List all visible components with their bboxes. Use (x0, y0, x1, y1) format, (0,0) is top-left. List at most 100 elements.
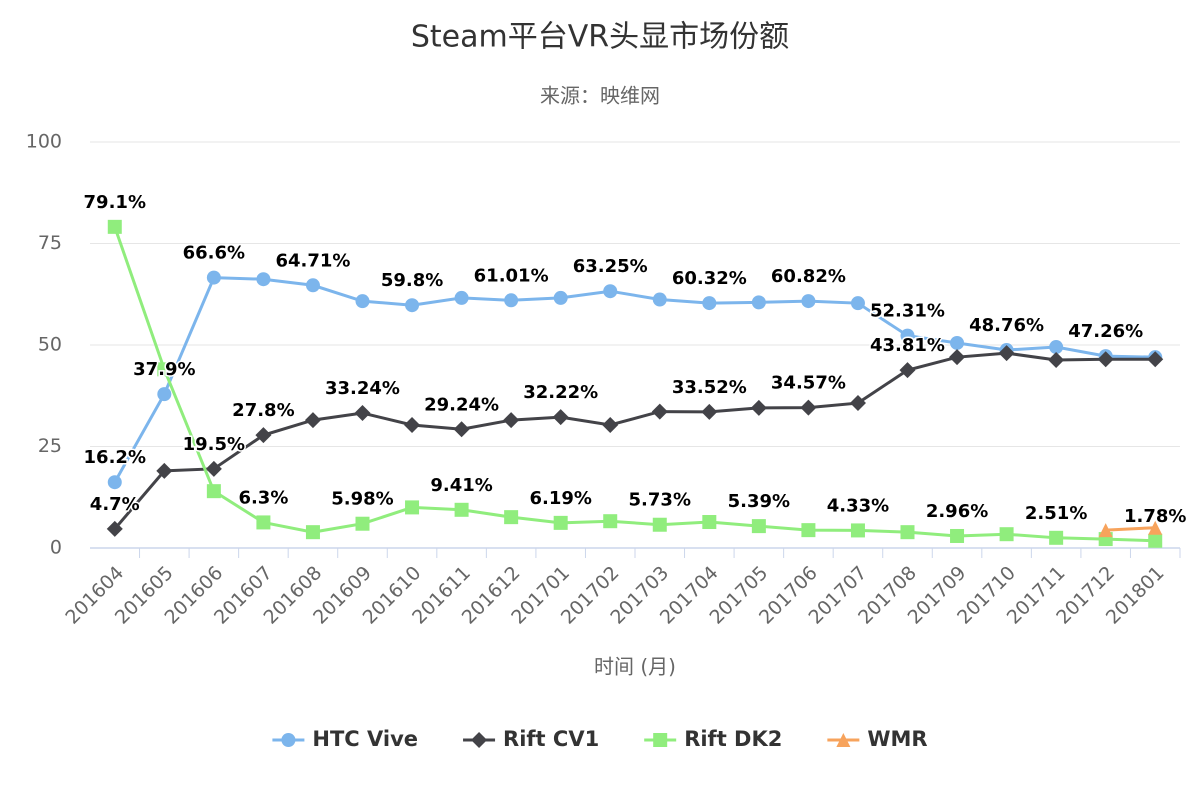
marker (1049, 530, 1064, 545)
data-label: 1.78% (1124, 506, 1186, 527)
marker (206, 270, 221, 285)
data-label: 63.25% (573, 256, 648, 277)
marker (850, 523, 865, 538)
marker (405, 500, 420, 515)
marker (454, 502, 469, 517)
data-label: 27.8% (232, 400, 294, 421)
marker (603, 514, 618, 529)
y-tick-label: 50 (38, 334, 62, 356)
marker (355, 516, 370, 531)
marker (106, 520, 123, 537)
data-label: 59.8% (381, 270, 443, 291)
legend-label: Rift DK2 (684, 727, 782, 751)
chart-title: Steam平台VR头显市场份额 (411, 20, 789, 55)
marker (504, 293, 519, 308)
legend-label: WMR (867, 727, 927, 751)
marker (751, 519, 766, 534)
marker (651, 403, 668, 420)
marker (1097, 351, 1114, 368)
chart-subtitle: 来源：映维网 (540, 84, 660, 108)
marker (702, 515, 717, 530)
marker (652, 517, 667, 532)
legend: HTC Vive Rift CV1 Rift DK2 WMR (272, 727, 928, 751)
marker (503, 412, 520, 429)
marker (157, 362, 172, 377)
data-label: 5.98% (331, 489, 393, 510)
marker (255, 427, 272, 444)
marker (404, 416, 421, 433)
marker (899, 362, 916, 379)
marker (453, 421, 470, 438)
data-label: 5.73% (629, 490, 691, 511)
marker (836, 733, 851, 747)
marker (205, 460, 222, 477)
marker (950, 335, 965, 350)
data-label: 5.39% (728, 491, 790, 512)
series-line (113, 276, 1156, 483)
marker (552, 409, 569, 426)
data-label: 34.57% (771, 373, 846, 394)
marker (553, 290, 568, 305)
data-label: 2.96% (926, 501, 988, 522)
marker (750, 399, 767, 416)
marker (1098, 523, 1113, 538)
marker (305, 278, 320, 293)
marker (504, 510, 519, 525)
data-label: 6.3% (238, 487, 288, 508)
marker (1049, 340, 1064, 355)
data-label: 47.26% (1068, 321, 1143, 342)
marker (1147, 351, 1164, 368)
marker (602, 416, 619, 433)
marker (603, 284, 618, 299)
marker (751, 295, 766, 310)
data-label: 16.2% (84, 447, 146, 468)
y-tick-label: 75 (38, 232, 62, 254)
marker (900, 328, 915, 343)
marker (304, 412, 321, 429)
data-label: 19.5% (183, 434, 245, 455)
data-label: 9.41% (430, 475, 492, 496)
data-label: 32.22% (523, 382, 598, 403)
marker (454, 290, 469, 305)
marker (1048, 352, 1065, 369)
data-label: 79.1% (84, 192, 146, 213)
marker (949, 349, 966, 366)
data-label: 4.7% (90, 494, 140, 515)
data-label: 33.52% (672, 377, 747, 398)
marker (801, 294, 816, 309)
marker (701, 403, 718, 420)
data-label: 60.82% (771, 266, 846, 287)
marker (156, 462, 173, 479)
data-label: 2.51% (1025, 503, 1087, 524)
data-label: 66.6% (183, 243, 245, 264)
data-label: 48.76% (969, 315, 1044, 336)
marker (206, 484, 221, 499)
data-label: 37.9% (133, 359, 195, 380)
marker (653, 733, 668, 747)
data-label: 60.32% (672, 268, 747, 289)
y-tick-label: 25 (38, 435, 62, 457)
marker (702, 296, 717, 311)
marker (849, 395, 866, 412)
y-tick-label: 100 (26, 131, 62, 153)
marker (355, 294, 370, 309)
marker (801, 523, 816, 538)
marker (652, 292, 667, 307)
marker (256, 515, 271, 530)
data-label: 29.24% (424, 394, 499, 415)
marker (900, 525, 915, 540)
marker (281, 733, 296, 747)
marker (1148, 520, 1163, 535)
marker (305, 525, 320, 540)
marker (256, 272, 271, 287)
marker (1148, 533, 1163, 548)
legend-label: HTC Vive (312, 727, 418, 751)
marker (553, 515, 568, 530)
marker (354, 405, 371, 422)
data-label: 6.19% (529, 488, 591, 509)
data-label: 33.24% (325, 378, 400, 399)
marker (471, 732, 488, 748)
marker (999, 527, 1014, 542)
